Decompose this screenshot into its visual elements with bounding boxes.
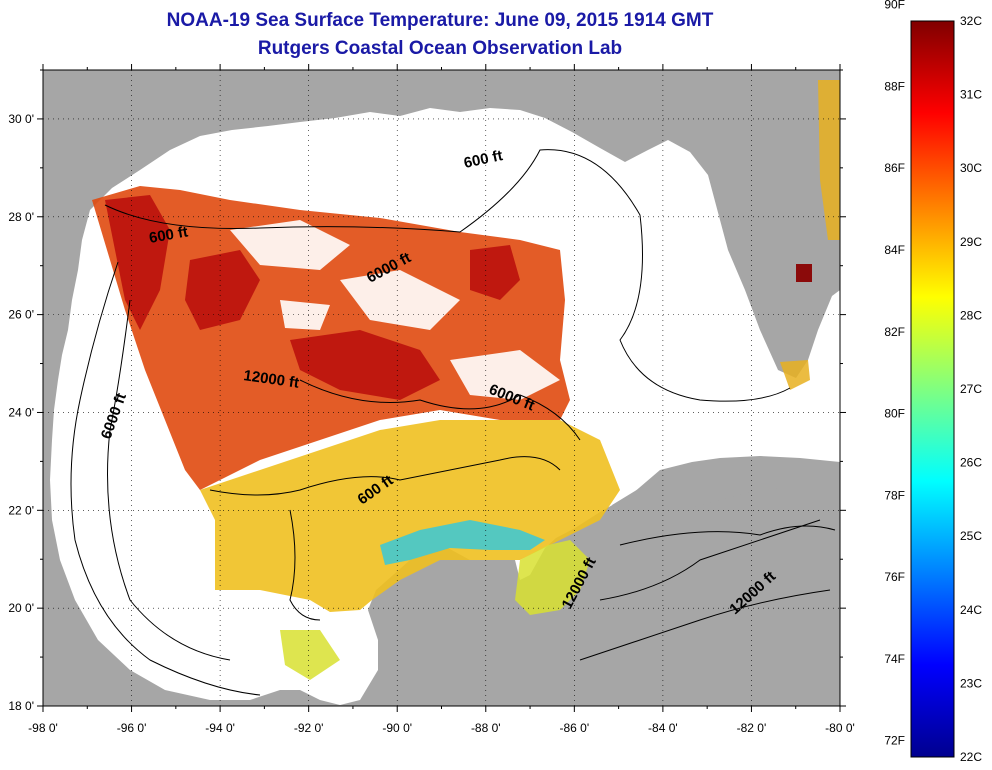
celsius-label: 22C	[960, 750, 982, 764]
sst-swath-mid	[200, 420, 620, 612]
x-tick-label: -88 0'	[471, 721, 501, 735]
fahrenheit-label: 74F	[884, 652, 905, 666]
y-tick-label: 26 0'	[8, 308, 34, 322]
celsius-label: 31C	[960, 88, 982, 102]
contour-label-600-ft: 600 ft	[148, 223, 190, 247]
celsius-label: 28C	[960, 308, 982, 322]
sst-swath-hot	[105, 195, 520, 400]
y-axis-labels: 30 0' 28 0' 26 0' 24 0' 22 0' 20 0' 18 0'	[8, 112, 34, 713]
sst-swath-yucatan	[280, 540, 590, 680]
x-tick-label: -96 0'	[117, 721, 147, 735]
x-tick-label: -92 0'	[294, 721, 324, 735]
sst-swath-cool	[380, 520, 545, 565]
y-tick-label: 18 0'	[8, 699, 34, 713]
y-tick-label: 20 0'	[8, 601, 34, 615]
cuba-island	[612, 462, 838, 518]
fahrenheit-label: 76F	[884, 570, 905, 584]
celsius-label: 25C	[960, 529, 982, 543]
x-tick-label: -98 0'	[28, 721, 58, 735]
map-grid	[43, 70, 840, 706]
y-tick-label: 22 0'	[8, 503, 34, 517]
fahrenheit-label: 78F	[884, 488, 905, 502]
map-subtitle: Rutgers Coastal Ocean Observation Lab	[257, 38, 623, 59]
celsius-label: 30C	[960, 161, 982, 175]
fahrenheit-labels: 90F 88F 86F 84F 82F 80F 78F 76F 74F 72F	[884, 0, 905, 748]
land-mass	[43, 70, 840, 706]
cloud-cover	[230, 220, 560, 400]
fahrenheit-label: 82F	[884, 325, 905, 339]
x-tick-label: -90 0'	[382, 721, 412, 735]
celsius-label: 24C	[960, 603, 982, 617]
sst-lake-okeechobee	[796, 264, 812, 282]
celsius-labels: 32C 31C 30C 29C 28C 27C 26C 25C 24C 23C 22C	[960, 14, 982, 764]
y-tick-label: 30 0'	[8, 112, 34, 126]
x-axis-labels: -98 0' -96 0' -94 0' -92 0' -90 0' -88 0' -86 …	[28, 721, 855, 735]
celsius-label: 23C	[960, 676, 982, 690]
sst-florida-coast	[780, 80, 840, 390]
x-tick-label: -86 0'	[560, 721, 590, 735]
fahrenheit-label: 72F	[884, 734, 905, 748]
fahrenheit-label: 80F	[884, 407, 905, 421]
celsius-label: 26C	[960, 456, 982, 470]
x-tick-label: -80 0'	[825, 721, 855, 735]
color-bar-scale	[910, 20, 955, 758]
fahrenheit-label: 86F	[884, 161, 905, 175]
y-tick-label: 28 0'	[8, 210, 34, 224]
axis-ticks	[37, 64, 846, 712]
bathymetry-contours	[70, 149, 836, 696]
x-tick-label: -84 0'	[648, 721, 678, 735]
map-title: NOAA-19 Sea Surface Temperature: June 09…	[166, 10, 714, 31]
y-tick-label: 24 0'	[8, 405, 34, 419]
celsius-label: 29C	[960, 235, 982, 249]
celsius-label: 27C	[960, 382, 982, 396]
celsius-label: 32C	[960, 14, 982, 28]
fahrenheit-label: 88F	[884, 79, 905, 93]
x-tick-label: -94 0'	[205, 721, 235, 735]
fahrenheit-label: 90F	[884, 0, 905, 12]
x-tick-label: -82 0'	[737, 721, 767, 735]
fahrenheit-label: 84F	[884, 243, 905, 257]
